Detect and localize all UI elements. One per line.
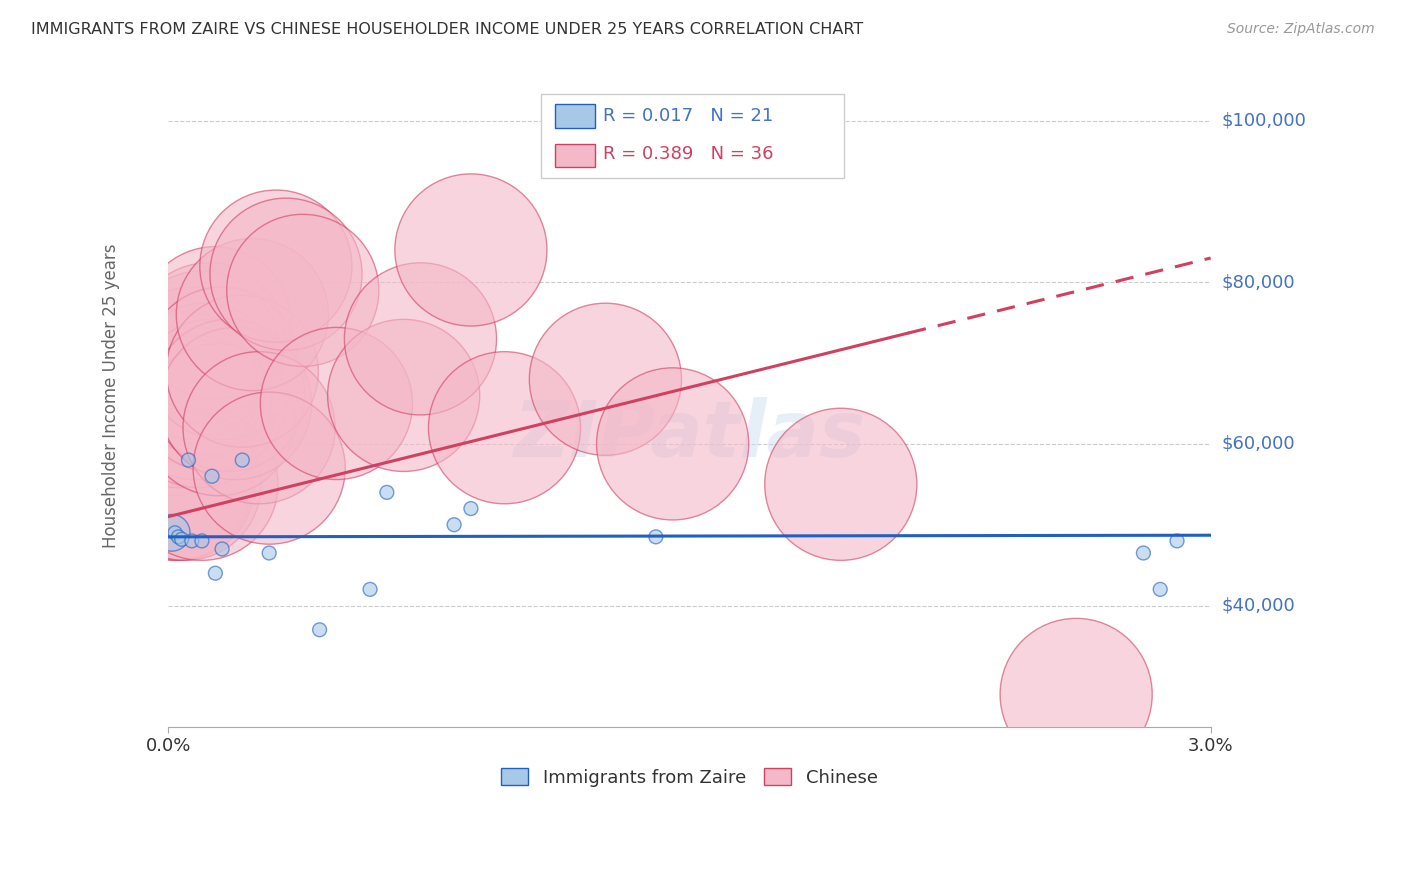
Point (240, 308, 263, 322)
Point (180, 533, 202, 548)
Point (194, 372, 217, 386)
Point (1166, 533, 1188, 548)
Text: $100,000: $100,000 (1222, 112, 1306, 129)
Text: R = 0.017   N = 21: R = 0.017 N = 21 (603, 107, 773, 125)
Point (218, 388, 240, 402)
Text: $40,000: $40,000 (1222, 597, 1295, 615)
Point (170, 533, 193, 547)
Point (187, 404, 209, 418)
Point (1064, 688, 1087, 702)
Point (180, 356, 202, 370)
Point (257, 546, 280, 560)
Point (208, 412, 231, 426)
Point (211, 541, 233, 556)
Point (274, 267, 297, 281)
Point (167, 404, 190, 418)
Point (291, 284, 314, 298)
Point (644, 530, 666, 544)
Point (191, 533, 214, 548)
Point (160, 525, 183, 540)
Point (308, 623, 330, 637)
Point (661, 437, 683, 451)
Text: ZIPatlas: ZIPatlas (513, 397, 866, 473)
Point (211, 356, 233, 370)
Point (191, 477, 214, 491)
Point (1132, 546, 1154, 560)
Point (174, 477, 197, 491)
Point (204, 566, 226, 581)
Text: $60,000: $60,000 (1222, 435, 1295, 453)
Point (204, 316, 226, 330)
Text: Source: ZipAtlas.com: Source: ZipAtlas.com (1227, 22, 1375, 37)
Point (160, 412, 183, 426)
Point (163, 525, 186, 540)
Point (830, 477, 852, 491)
Text: Householder Income Under 25 years: Householder Income Under 25 years (103, 244, 120, 548)
Text: IMMIGRANTS FROM ZAIRE VS CHINESE HOUSEHOLDER INCOME UNDER 25 YEARS CORRELATION C: IMMIGRANTS FROM ZAIRE VS CHINESE HOUSEHO… (31, 22, 863, 37)
Point (201, 388, 224, 402)
Point (494, 421, 516, 435)
Point (177, 380, 200, 394)
Point (264, 259, 287, 273)
Legend: Immigrants from Zaire, Chinese: Immigrants from Zaire, Chinese (494, 761, 884, 794)
Point (177, 453, 200, 467)
Point (325, 396, 347, 410)
Point (231, 453, 253, 467)
Point (460, 243, 482, 257)
Point (409, 332, 432, 346)
Point (359, 582, 381, 597)
Point (197, 332, 219, 346)
Point (1149, 582, 1171, 597)
Point (247, 421, 270, 435)
Point (163, 477, 186, 491)
Point (375, 485, 398, 500)
Text: R = 0.389   N = 36: R = 0.389 N = 36 (603, 145, 773, 163)
Point (170, 380, 193, 394)
Point (167, 530, 190, 544)
Point (191, 340, 214, 354)
Point (392, 388, 415, 402)
Point (231, 364, 253, 378)
Point (201, 469, 224, 483)
Point (225, 396, 247, 410)
Point (595, 372, 617, 386)
Point (460, 501, 482, 516)
Point (167, 477, 190, 491)
Text: $80,000: $80,000 (1222, 273, 1295, 292)
Point (257, 461, 280, 475)
Point (443, 517, 465, 532)
Point (184, 396, 207, 410)
